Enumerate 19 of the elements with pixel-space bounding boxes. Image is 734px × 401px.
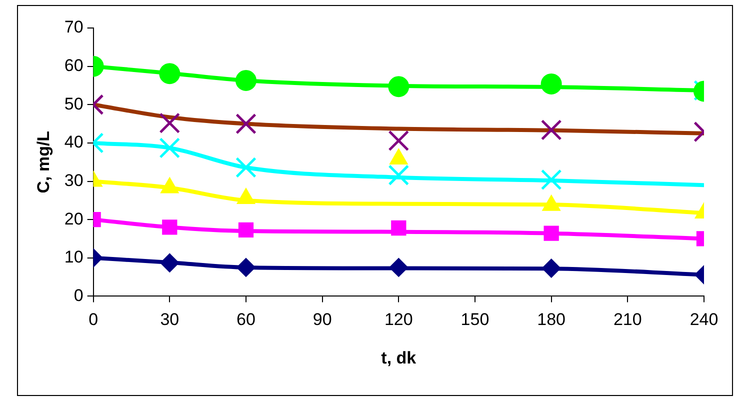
x-tick-label: 90: [312, 310, 332, 330]
y-tick-label: 60: [64, 56, 84, 75]
y-tick-label: 30: [64, 170, 84, 190]
y-tick-label: 50: [64, 94, 84, 114]
y-tick-label: 10: [64, 248, 84, 267]
x-tick-label: 30: [160, 310, 180, 330]
x-tick-label: 0: [88, 310, 98, 330]
x-tick-label: 60: [236, 310, 256, 330]
x-tick-label: 150: [460, 310, 490, 330]
x-tick-label: 120: [384, 310, 413, 330]
x-tick-label: 210: [613, 310, 642, 330]
x-tick-label: 240: [690, 310, 718, 330]
y-tick-label: 70: [64, 18, 84, 37]
y-tick-label: 0: [74, 286, 84, 305]
x-axis-title: t, dk: [381, 348, 417, 368]
x-tick-label: 180: [537, 310, 566, 330]
y-axis-title: C, mg/L: [34, 130, 53, 194]
y-tick-label: 20: [64, 209, 84, 228]
y-tick-label: 40: [64, 132, 84, 152]
